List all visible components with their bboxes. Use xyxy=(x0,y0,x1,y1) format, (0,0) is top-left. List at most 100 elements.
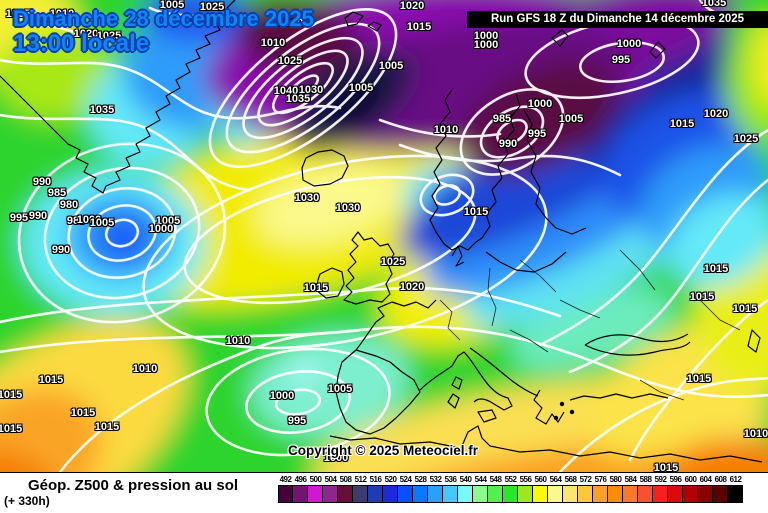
colorbar-swatch xyxy=(278,485,293,503)
colorbar-swatch xyxy=(473,485,488,503)
colorbar-value: 540 xyxy=(459,475,472,484)
colorbar-value: 516 xyxy=(369,475,382,484)
colorbar-cell: 564 xyxy=(548,475,563,503)
colorbar-cell: 608 xyxy=(713,475,728,503)
colorbar-cell: 548 xyxy=(488,475,503,503)
colorbar-cell: 540 xyxy=(458,475,473,503)
colorbar-value: 532 xyxy=(429,475,442,484)
legend-strip: Géop. Z500 & pression au sol (+ 330h) 49… xyxy=(0,472,768,513)
colorbar-swatch xyxy=(623,485,638,503)
colorbar-swatch xyxy=(398,485,413,503)
colorbar-swatch xyxy=(293,485,308,503)
colorbar-value: 564 xyxy=(549,475,562,484)
colorbar-value: 536 xyxy=(444,475,457,484)
colorbar-swatch xyxy=(338,485,353,503)
colorbar-swatch xyxy=(308,485,323,503)
colorbar-value: 496 xyxy=(294,475,307,484)
colorbar-cell: 552 xyxy=(503,475,518,503)
colorbar-cell: 612 xyxy=(728,475,743,503)
colorbar-cell: 512 xyxy=(353,475,368,503)
colorbar-cell: 496 xyxy=(293,475,308,503)
colorbar-value: 544 xyxy=(474,475,487,484)
country-borders xyxy=(439,249,741,401)
colorbar-cell: 532 xyxy=(428,475,443,503)
colorbar-swatch xyxy=(488,485,503,503)
colorbar-swatch xyxy=(698,485,713,503)
isobar-contours xyxy=(0,0,768,472)
colorbar-swatch xyxy=(608,485,623,503)
colorbar-cell: 544 xyxy=(473,475,488,503)
colorbar-value: 520 xyxy=(384,475,397,484)
colorbar-value: 552 xyxy=(504,475,517,484)
colorbar-cell: 508 xyxy=(338,475,353,503)
colorbar-value: 584 xyxy=(624,475,637,484)
colorbar-value: 596 xyxy=(669,475,682,484)
colorbar-swatch xyxy=(638,485,653,503)
colorbar-cell: 600 xyxy=(683,475,698,503)
colorbar-swatch xyxy=(533,485,548,503)
colorbar-value: 568 xyxy=(564,475,577,484)
colorbar-swatch xyxy=(653,485,668,503)
colorbar-swatch xyxy=(413,485,428,503)
colorbar-swatch xyxy=(728,485,743,503)
colorbar-value: 508 xyxy=(339,475,352,484)
colorbar-cell: 504 xyxy=(323,475,338,503)
colorbar-value: 608 xyxy=(714,475,727,484)
colorbar-cell: 560 xyxy=(533,475,548,503)
colorbar-swatch xyxy=(458,485,473,503)
colorbar-value: 524 xyxy=(399,475,412,484)
colorbar-value: 612 xyxy=(729,475,742,484)
copyright-text: Copyright © 2025 Meteociel.fr xyxy=(288,443,478,458)
colorbar-cell: 584 xyxy=(623,475,638,503)
valid-date-overlay: Dimanche 28 décembre 2025 13:00 locale xyxy=(13,8,314,56)
colorbar-value: 580 xyxy=(609,475,622,484)
valid-date-text: Dimanche 28 décembre 2025 xyxy=(13,6,314,31)
colorbar-cell: 516 xyxy=(368,475,383,503)
colorbar-cell: 568 xyxy=(563,475,578,503)
weather-map: 1005 1010 1005 1020 1025 1025 1035 1010 1010 1025… xyxy=(0,0,768,472)
colorbar-cell: 536 xyxy=(443,475,458,503)
colorbar-value: 592 xyxy=(654,475,667,484)
colorbar-swatch xyxy=(443,485,458,503)
colorbar-swatch xyxy=(683,485,698,503)
colorbar-cell: 596 xyxy=(668,475,683,503)
colorbar-value: 500 xyxy=(309,475,322,484)
colorbar-swatch xyxy=(563,485,578,503)
forecast-lead-time: (+ 330h) xyxy=(4,494,50,508)
colorbar-swatch xyxy=(383,485,398,503)
colorbar-swatch xyxy=(353,485,368,503)
colorbar-value: 588 xyxy=(639,475,652,484)
colorbar-cell: 576 xyxy=(593,475,608,503)
colorbar-value: 572 xyxy=(579,475,592,484)
colorbar-swatch xyxy=(323,485,338,503)
geopotential-colorbar: 492 496 500 504 508 512 516 520 524 528 532 536 540 5… xyxy=(278,475,743,503)
colorbar-swatch xyxy=(593,485,608,503)
colorbar-swatch xyxy=(548,485,563,503)
colorbar-swatch xyxy=(503,485,518,503)
colorbar-swatch xyxy=(668,485,683,503)
colorbar-cell: 556 xyxy=(518,475,533,503)
colorbar-value: 576 xyxy=(594,475,607,484)
colorbar-value: 560 xyxy=(534,475,547,484)
colorbar-swatch xyxy=(428,485,443,503)
colorbar-cell: 572 xyxy=(578,475,593,503)
colorbar-swatch xyxy=(578,485,593,503)
model-run-info-bar: Run GFS 18 Z du Dimanche 14 décembre 202… xyxy=(467,11,768,28)
geopotential-pressure-map-graphic xyxy=(0,0,768,472)
colorbar-swatch xyxy=(713,485,728,503)
colorbar-cell: 492 xyxy=(278,475,293,503)
colorbar-value: 556 xyxy=(519,475,532,484)
colorbar-value: 492 xyxy=(279,475,292,484)
colorbar-cell: 588 xyxy=(638,475,653,503)
valid-time-text: 13:00 locale xyxy=(13,30,150,57)
colorbar-value: 604 xyxy=(699,475,712,484)
legend-title: Géop. Z500 & pression au sol xyxy=(28,477,239,494)
colorbar-cell: 604 xyxy=(698,475,713,503)
coastlines xyxy=(0,0,763,463)
colorbar-cell: 520 xyxy=(383,475,398,503)
colorbar-cell: 524 xyxy=(398,475,413,503)
colorbar-cell: 592 xyxy=(653,475,668,503)
colorbar-value: 600 xyxy=(684,475,697,484)
colorbar-swatch xyxy=(518,485,533,503)
